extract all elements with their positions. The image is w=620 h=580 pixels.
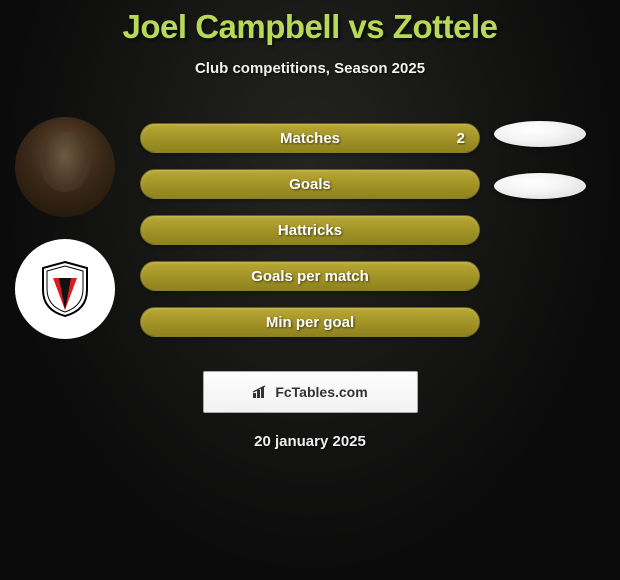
blob-goals — [494, 173, 586, 199]
avatars-column: ★ ★ — [10, 117, 120, 361]
right-value-column — [494, 121, 594, 225]
footer-date: 20 january 2025 — [0, 433, 620, 450]
stat-goals: Goals — [140, 169, 480, 199]
stat-label: Min per goal — [266, 314, 354, 331]
bar-chart-icon — [252, 385, 270, 399]
stat-label: Matches — [280, 130, 340, 147]
player-avatar-2: ★ ★ — [15, 239, 115, 339]
subtitle: Club competitions, Season 2025 — [0, 60, 620, 77]
stat-label: Goals — [289, 176, 331, 193]
stat-goals-per-match: Goals per match — [140, 261, 480, 291]
stat-label: Hattricks — [278, 222, 342, 239]
player-avatar-1 — [15, 117, 115, 217]
stat-hattricks: Hattricks — [140, 215, 480, 245]
stat-bars: Matches 2 Goals Hattricks Goals per matc… — [140, 123, 480, 353]
page-title: Joel Campbell vs Zottele — [0, 0, 620, 46]
stat-min-per-goal: Min per goal — [140, 307, 480, 337]
stats-area: ★ ★ Matches 2 Goals Hattricks Goals per … — [0, 119, 620, 359]
brand-badge[interactable]: FcTables.com — [203, 371, 418, 413]
stat-label: Goals per match — [251, 268, 369, 285]
stat-value: 2 — [457, 130, 465, 147]
club-shield-icon: ★ ★ — [39, 260, 91, 318]
stat-matches: Matches 2 — [140, 123, 480, 153]
brand-text: FcTables.com — [275, 384, 367, 400]
blob-matches — [494, 121, 586, 147]
